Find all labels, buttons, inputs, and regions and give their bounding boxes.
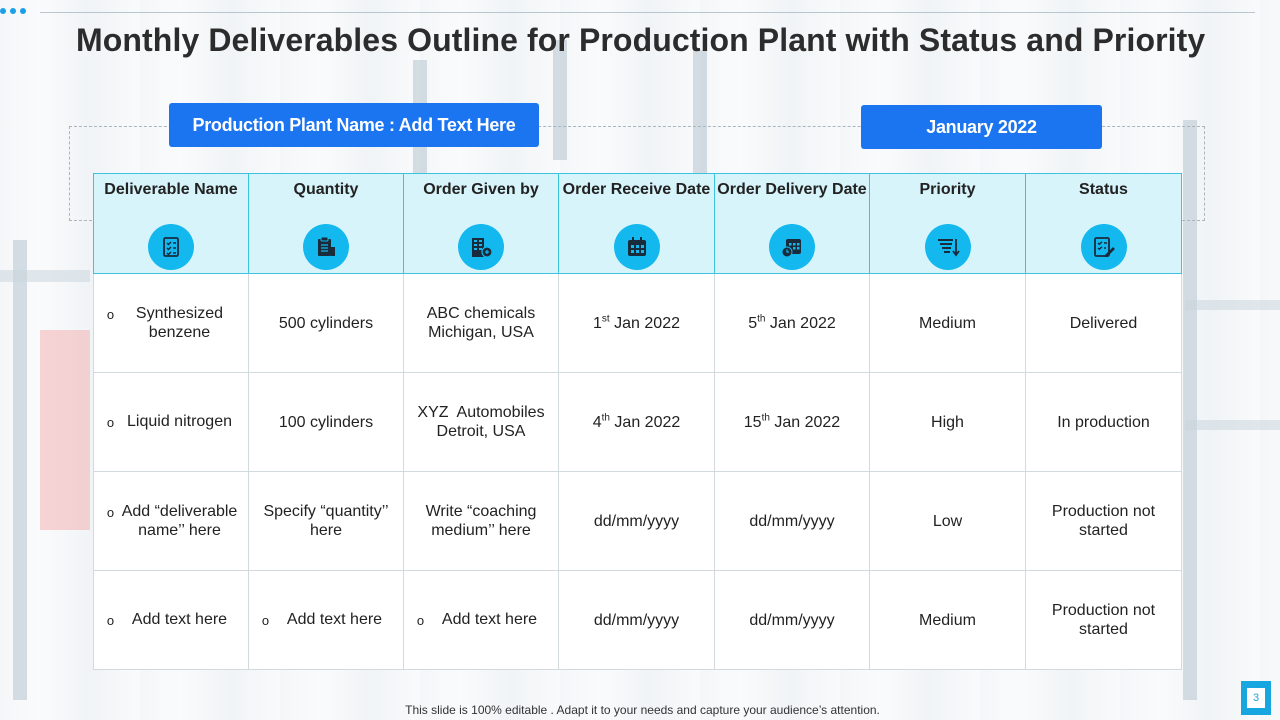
cell-status-not-started[interactable]: Production not started	[1025, 471, 1182, 571]
header-priority: Priority	[869, 173, 1026, 274]
page-number-badge: 3	[1241, 681, 1271, 715]
order-by-line1: ABC chemicals	[426, 305, 536, 322]
cell-receive-date[interactable]: dd/mm/yyyy	[558, 471, 715, 571]
receive-day: 1	[593, 314, 602, 332]
cell-order-by[interactable]: o Add text here	[403, 570, 559, 670]
delivery-rest: Jan 2022	[769, 413, 841, 431]
receive-rest: Jan 2022	[609, 413, 681, 431]
table-header-row: Deliverable Name Quantity Order Given by…	[93, 173, 1182, 274]
decorative-dots	[0, 8, 26, 14]
order-by-line1: XYZ Automobiles	[417, 404, 545, 421]
cell-quantity[interactable]: Specify “quantity’’ here	[248, 471, 404, 571]
delivery-suffix: th	[761, 412, 770, 424]
delivery-suffix: th	[757, 313, 766, 325]
cell-order-by[interactable]: XYZ Automobiles Detroit, USA	[403, 372, 559, 472]
page-number: 3	[1247, 688, 1265, 708]
cell-deliverable[interactable]: o Liquid nitrogen	[93, 372, 249, 472]
table-row: o Liquid nitrogen 100 cylinders XYZ Autom…	[93, 372, 1182, 472]
order-by-line2: Detroit, USA	[436, 423, 526, 440]
header-label: Quantity	[293, 181, 359, 198]
header-label: Deliverable Name	[104, 181, 238, 198]
order-by-line2: Michigan, USA	[428, 324, 534, 341]
cell-quantity[interactable]: 100 cylinders	[248, 372, 404, 472]
plant-name-label[interactable]: Production Plant Name : Add Text Here	[169, 103, 539, 147]
delivery-rest: Jan 2022	[765, 314, 836, 332]
cell-priority-medium[interactable]: Medium	[869, 570, 1026, 670]
delivery-day: 15	[743, 413, 762, 431]
deliverables-table: Deliverable Name Quantity Order Given by…	[93, 173, 1182, 670]
header-status: Status	[1025, 173, 1182, 274]
header-order-delivery-date: Order Delivery Date	[714, 173, 870, 274]
bullet-glyph: o	[416, 613, 425, 628]
cell-delivery-date[interactable]: dd/mm/yyyy	[714, 570, 870, 670]
slide-title: Monthly Deliverables Outline for Product…	[76, 22, 1206, 58]
deliverable-text: Add text here	[131, 611, 228, 628]
bullet-glyph: o	[261, 613, 270, 628]
period-label[interactable]: January 2022	[861, 105, 1102, 149]
header-label: Order Given by	[423, 181, 539, 198]
cell-receive-date[interactable]: 1st Jan 2022	[558, 273, 715, 373]
checklist-icon	[148, 224, 194, 270]
building-icon	[458, 224, 504, 270]
calendar-clock-icon	[769, 224, 815, 270]
cell-priority-low[interactable]: Low	[869, 471, 1026, 571]
footer-note: This slide is 100% editable . Adapt it t…	[405, 703, 880, 717]
cell-receive-date[interactable]: 4th Jan 2022	[558, 372, 715, 472]
cell-receive-date[interactable]: dd/mm/yyyy	[558, 570, 715, 670]
receive-day: 4	[592, 413, 602, 431]
header-deliverable-name: Deliverable Name	[93, 173, 249, 274]
cell-deliverable[interactable]: o Synthesized benzene	[93, 273, 249, 373]
header-quantity: Quantity	[248, 173, 404, 274]
cell-status-not-started[interactable]: Production not started	[1025, 570, 1182, 670]
receive-suffix: st	[601, 313, 610, 325]
header-order-receive-date: Order Receive Date	[558, 173, 715, 274]
bullet-glyph: o	[106, 505, 115, 520]
table-row: o Add text here o Add text here o Add text …	[93, 570, 1182, 670]
table-row: o Synthesized benzene 500 cylinders ABC c…	[93, 273, 1182, 373]
top-divider	[40, 12, 1255, 13]
sort-priority-icon	[924, 224, 971, 270]
receive-rest: Jan 2022	[609, 314, 680, 332]
cell-deliverable[interactable]: o Add text here	[93, 570, 249, 670]
quantity-text: Add text here	[286, 611, 383, 628]
header-label: Priority	[919, 181, 976, 198]
calendar-icon	[613, 224, 660, 270]
deliverable-text: Add “deliverable name’’ here	[121, 503, 238, 539]
cell-order-by[interactable]: ABC chemicals Michigan, USA	[403, 273, 559, 373]
clipboard-icon	[303, 224, 349, 270]
header-label: Order Delivery Date	[717, 181, 867, 198]
deliverable-text: Liquid nitrogen	[127, 413, 232, 430]
table-row: o Add “deliverable name’’ here Specify “q…	[93, 471, 1182, 571]
cell-deliverable[interactable]: o Add “deliverable name’’ here	[93, 471, 249, 571]
cell-status-delivered[interactable]: Delivered	[1025, 273, 1182, 373]
bullet-glyph: o	[106, 415, 115, 430]
order-by-text: Add text here	[441, 611, 538, 628]
cell-quantity[interactable]: o Add text here	[248, 570, 404, 670]
header-label: Order Receive Date	[562, 181, 711, 198]
cell-priority-high[interactable]: High	[869, 372, 1026, 472]
status-edit-icon	[1080, 224, 1127, 270]
cell-priority-medium[interactable]: Medium	[869, 273, 1026, 373]
header-label: Status	[1079, 181, 1128, 198]
deliverable-text: Synthesized benzene	[135, 305, 224, 341]
cell-delivery-date[interactable]: dd/mm/yyyy	[714, 471, 870, 571]
bullet-glyph: o	[106, 307, 115, 322]
cell-delivery-date[interactable]: 15th Jan 2022	[714, 372, 870, 472]
cell-quantity[interactable]: 500 cylinders	[248, 273, 404, 373]
cell-delivery-date[interactable]: 5th Jan 2022	[714, 273, 870, 373]
cell-order-by[interactable]: Write “coaching medium’’ here	[403, 471, 559, 571]
bullet-glyph: o	[106, 613, 115, 628]
cell-status-in-production[interactable]: In production	[1025, 372, 1182, 472]
delivery-day: 5	[748, 314, 758, 332]
receive-suffix: th	[601, 412, 610, 424]
header-order-given-by: Order Given by	[403, 173, 559, 274]
